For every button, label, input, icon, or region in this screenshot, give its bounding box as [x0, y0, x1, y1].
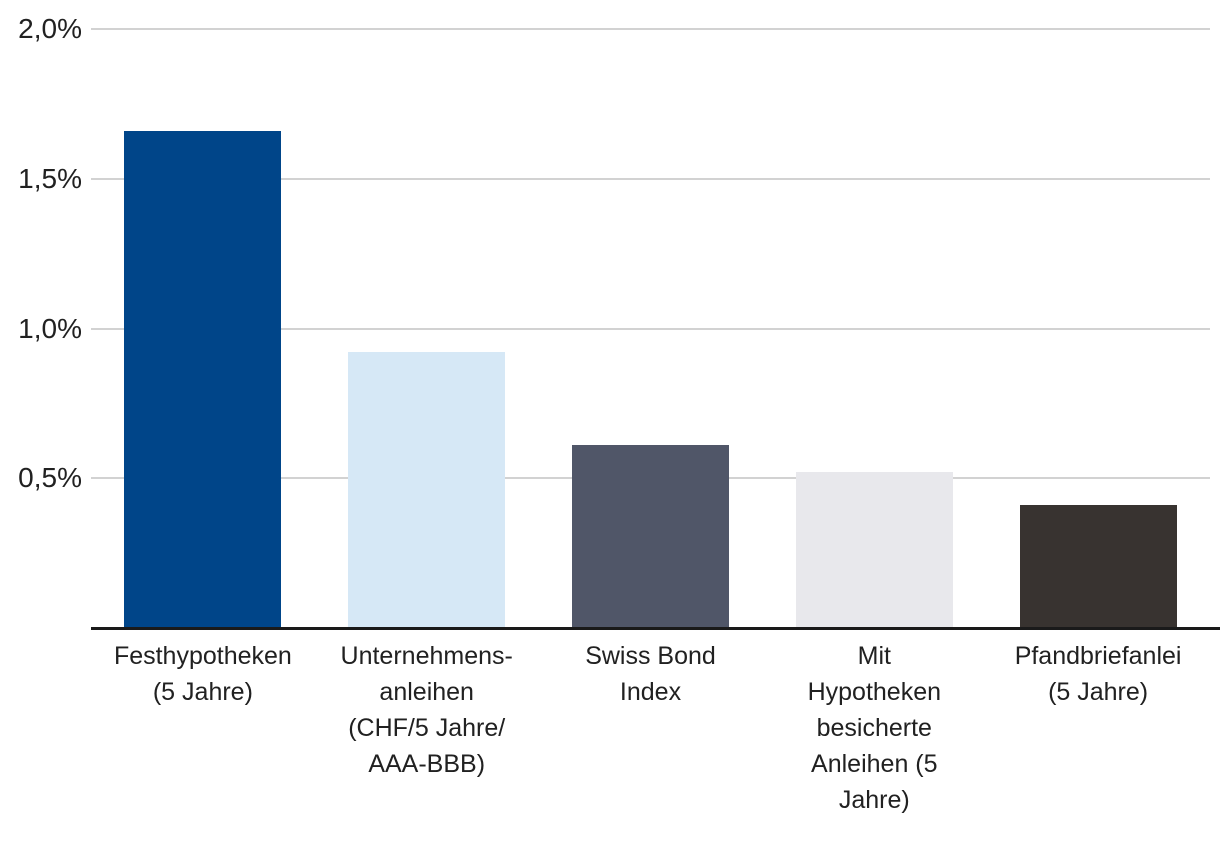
x-axis-line	[91, 627, 1220, 630]
gridline	[91, 28, 1210, 30]
y-axis-tick-label: 1,0%	[18, 312, 82, 344]
bar-5	[1019, 505, 1177, 628]
gridline	[91, 327, 1210, 330]
x-axis-label: Festhypotheken (5 Jahre)	[113, 642, 292, 706]
x-axis-label: Pfandbriefanlei (5 Jahre)	[1014, 642, 1182, 706]
x-axis-label: Swiss Bond Index	[585, 642, 716, 706]
bar-2	[348, 352, 506, 628]
bar-4	[795, 472, 953, 628]
x-axis-label: Unternehmens- anleihen (CHF/5 Jahre/ AAA…	[340, 642, 513, 778]
y-axis-tick-label: 2,0%	[18, 13, 82, 44]
gridline	[91, 177, 1210, 180]
y-axis-tick-label: 1,5%	[18, 162, 82, 194]
y-axis-tick-label: 0,5%	[18, 462, 82, 494]
bar-1	[124, 130, 282, 628]
bar-3	[572, 445, 729, 628]
x-axis-label: Mit Hypotheken besicherte Anleihen (5 Ja…	[807, 642, 942, 814]
